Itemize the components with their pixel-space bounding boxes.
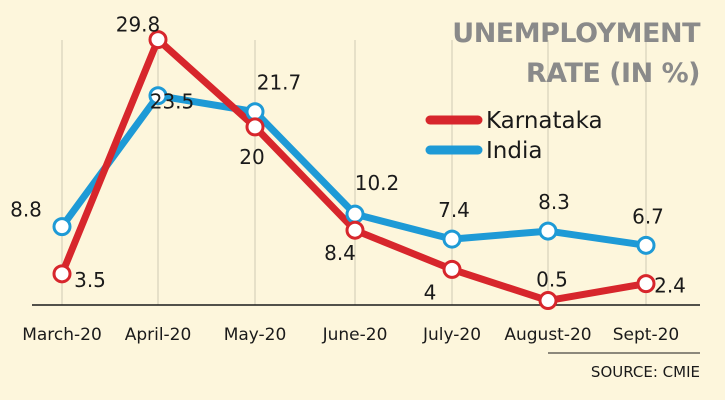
x-tick-label: July-20 [422, 325, 481, 345]
data-label-karnataka-5: 0.5 [536, 268, 568, 292]
point-india-6 [636, 235, 656, 255]
legend: Karnataka India [425, 108, 603, 164]
x-tick-label: Sept-20 [613, 325, 679, 345]
chart-title-line1: UNEMPLOYMENT [452, 18, 701, 49]
point-india-0 [52, 217, 72, 237]
x-tick-labels: March-20 April-20 May-20 June-20 July-20 Augu… [22, 325, 679, 345]
chart-title-line2: RATE (IN %) [526, 58, 700, 89]
data-label-karnataka-4: 4 [424, 280, 437, 304]
legend-label-india: India [486, 138, 542, 164]
point-karnataka-2 [245, 117, 265, 137]
point-india-1 [148, 86, 168, 106]
point-india-5 [538, 221, 558, 241]
series-markers [52, 30, 656, 311]
data-label-karnataka-0: 3.5 [74, 268, 106, 292]
x-tick-label: April-20 [125, 325, 192, 345]
source-note: SOURCE: CMIE [591, 363, 700, 381]
data-labels: 3.5 29.8 20 8.4 4 0.5 2.4 8.8 23.5 21.7 10.2 7.4 8.3… [10, 13, 686, 305]
data-label-india-6: 6.7 [632, 204, 664, 228]
legend-label-karnataka: Karnataka [486, 108, 603, 134]
data-label-karnataka-3: 8.4 [324, 241, 356, 265]
data-label-karnataka-6: 2.4 [654, 274, 686, 298]
point-karnataka-6 [636, 274, 656, 294]
point-karnataka-3 [345, 220, 365, 240]
point-india-2 [245, 102, 265, 122]
data-label-india-3: 10.2 [355, 171, 400, 195]
point-karnataka-4 [442, 259, 462, 279]
point-india-4 [442, 229, 462, 249]
data-label-karnataka-1: 29.8 [116, 13, 161, 37]
data-label-india-4: 7.4 [438, 198, 470, 222]
data-label-india-1: 23.5 [150, 90, 195, 114]
point-karnataka-0 [52, 264, 72, 284]
data-label-india-2: 21.7 [257, 71, 302, 95]
point-karnataka-1 [148, 30, 168, 50]
grid-lines [61, 40, 647, 305]
x-tick-label: August-20 [504, 325, 591, 345]
x-tick-label: March-20 [22, 325, 102, 345]
point-india-3 [345, 204, 365, 224]
point-karnataka-5 [538, 291, 558, 311]
data-label-india-0: 8.8 [10, 198, 42, 222]
data-label-india-5: 8.3 [538, 190, 570, 214]
x-tick-label: May-20 [224, 325, 287, 345]
x-tick-label: June-20 [322, 325, 388, 345]
data-label-karnataka-2: 20 [239, 145, 264, 169]
